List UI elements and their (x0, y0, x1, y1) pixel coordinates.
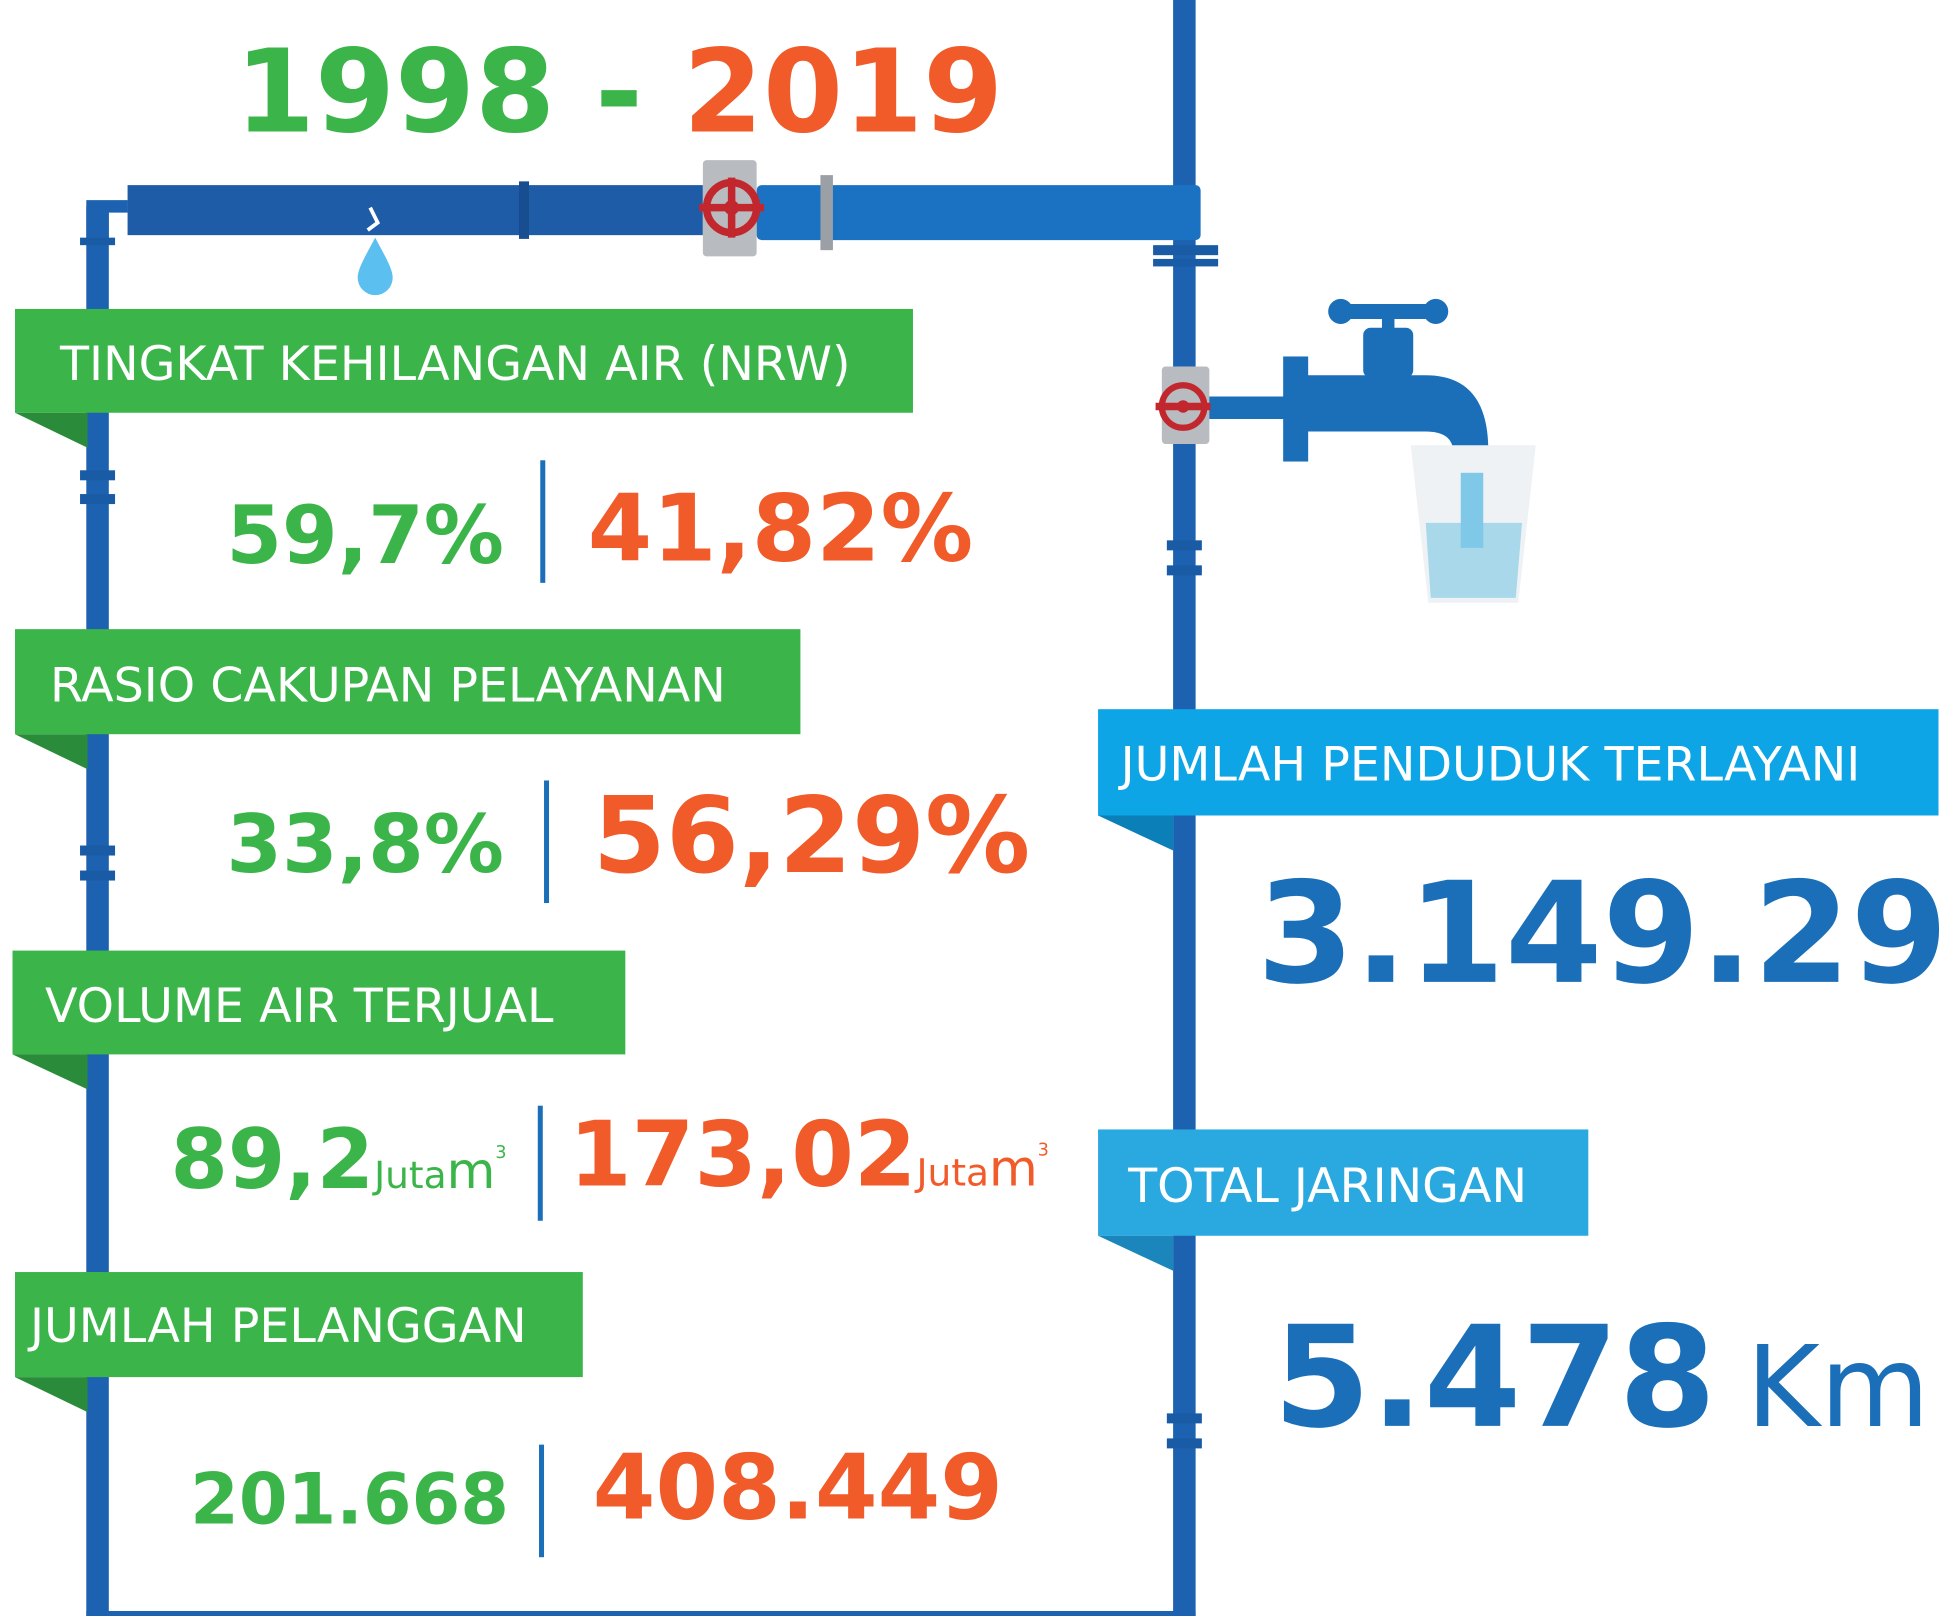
unit-word: Juta (372, 1153, 447, 1197)
year-separator: - (555, 25, 683, 159)
unit-symbol: m (447, 1142, 496, 1200)
metric-label: RASIO CAKUPAN PELAYANAN (50, 659, 726, 714)
unit-symbol: m (989, 1140, 1038, 1198)
metric: VOLUME AIR TERJUAL 89,2Jutam3 173,02Juta… (13, 951, 1049, 1221)
unit-power: 3 (495, 1143, 506, 1163)
unit-power: 3 (1038, 1141, 1049, 1161)
year-range: 1998 - 2019 (235, 25, 1003, 159)
metric: RASIO CAKUPAN PELAYANAN 33,8% 56,29% (15, 629, 1030, 903)
value-start: 201.668 (190, 1458, 509, 1540)
value-end: 408.449 (593, 1435, 1003, 1540)
year-end: 2019 (683, 25, 1003, 159)
value-end: 41,82% (588, 474, 973, 582)
value-end: 56,29% (593, 774, 1031, 897)
metric-label: VOLUME AIR TERJUAL (45, 979, 554, 1034)
metric-label: TOTAL JARINGAN (1127, 1159, 1527, 1214)
value-unit: Km (1746, 1322, 1929, 1453)
value-number: 89,2 (170, 1112, 374, 1208)
value-start: 33,8% (226, 798, 504, 891)
infographic: 1998 - 2019 TINGKAT KEHILANGAN AIR (NRW)… (0, 0, 1951, 1616)
unit-word: Juta (915, 1151, 990, 1195)
metric: TINGKAT KEHILANGAN AIR (NRW) 59,7% 41,82… (15, 309, 973, 583)
metric-label: TINGKAT KEHILANGAN AIR (NRW) (59, 337, 850, 392)
value-end: 173,02Jutam3 (569, 1103, 1049, 1208)
value-start: 89,2Jutam3 (170, 1112, 506, 1208)
year-start: 1998 (235, 25, 555, 159)
value-start: 59,7% (226, 489, 504, 582)
value-number: 173,02 (569, 1103, 916, 1208)
metric-label: JUMLAH PELANGGAN (27, 1299, 527, 1354)
metric: JUMLAH PELANGGAN 201.668 408.449 (15, 1272, 1003, 1557)
value-number: 5.478 (1273, 1297, 1716, 1460)
metric: JUMLAH PENDUDUK TERLAYANI 3.149.296 (1098, 709, 1951, 1016)
metric-label: JUMLAH PENDUDUK TERLAYANI (1118, 737, 1861, 792)
metric-value: 3.149.296 (1257, 853, 1951, 1016)
